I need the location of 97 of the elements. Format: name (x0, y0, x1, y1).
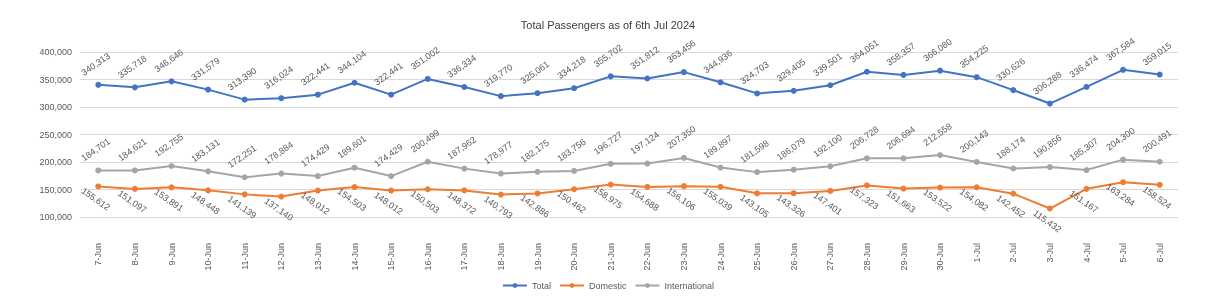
x-tick-label: 2-Jul (1008, 243, 1019, 263)
point (1010, 87, 1017, 94)
x-tick-label: 1-Jul (971, 243, 982, 263)
point (534, 90, 541, 97)
point (497, 170, 504, 177)
x-tick-label: 21-Jun (605, 243, 616, 271)
y-tick-label: 150,000 (39, 184, 72, 195)
point (827, 82, 834, 89)
point (95, 81, 102, 88)
point (534, 168, 541, 175)
x-tick-label: 13-Jun (312, 243, 323, 271)
x-tick-label: 27-Jun (825, 243, 836, 271)
x-tick-label: 9-Jun (166, 243, 177, 266)
point (461, 165, 468, 172)
point (607, 73, 614, 80)
point (131, 84, 138, 91)
point (95, 167, 102, 174)
y-tick-label: 200,000 (39, 157, 72, 167)
x-tick-label: 16-Jun (422, 243, 433, 271)
x-tick-label: 17-Jun (459, 243, 470, 271)
point (863, 68, 870, 75)
point (205, 168, 212, 175)
legend-label: Total (531, 280, 551, 291)
x-tick-label: 14-Jun (349, 243, 360, 271)
point (717, 164, 724, 171)
x-tick-label: 12-Jun (276, 243, 287, 271)
y-tick-label: 400,000 (39, 47, 72, 57)
point (1083, 83, 1090, 90)
point (461, 84, 468, 91)
x-tick-label: 15-Jun (386, 243, 397, 271)
x-tick-label: 20-Jun (569, 243, 580, 271)
point (278, 170, 285, 177)
legend-label: International (664, 280, 715, 291)
point (680, 69, 687, 76)
point (973, 74, 980, 81)
point (388, 173, 395, 180)
point (314, 173, 321, 180)
point (424, 158, 431, 165)
x-tick-label: 18-Jun (495, 243, 506, 271)
point (900, 71, 907, 78)
point (790, 87, 797, 94)
y-tick-label: 100,000 (39, 212, 72, 222)
x-tick-label: 23-Jun (678, 243, 689, 271)
x-tick-label: 6-Jul (1154, 243, 1165, 263)
point (131, 167, 138, 174)
y-tick-label: 250,000 (39, 129, 72, 140)
x-tick-label: 10-Jun (203, 243, 214, 271)
x-tick-label: 11-Jun (239, 243, 250, 270)
point (863, 155, 870, 162)
point (717, 79, 724, 86)
chart-title: Total Passengers as of 6th Jul 2024 (520, 18, 696, 31)
x-tick-label: 4-Jul (1081, 243, 1092, 263)
point (1046, 164, 1053, 171)
x-tick-label: 24-Jun (715, 243, 726, 271)
point (241, 96, 248, 103)
point (497, 93, 504, 100)
point (314, 91, 321, 98)
point (571, 85, 578, 92)
x-tick-label: 19-Jun (532, 243, 543, 271)
point (241, 174, 248, 181)
point (754, 169, 761, 176)
point (388, 91, 395, 98)
point (937, 152, 944, 159)
x-tick-label: 28-Jun (861, 243, 872, 271)
point (607, 160, 614, 167)
point (680, 154, 687, 161)
point (1083, 167, 1090, 174)
y-tick-label: 350,000 (39, 74, 72, 85)
point (278, 95, 285, 102)
x-tick-label: 26-Jun (788, 243, 799, 271)
point (1046, 100, 1053, 107)
point (1120, 66, 1127, 73)
point (571, 167, 578, 174)
point (644, 75, 651, 82)
point (168, 162, 175, 169)
x-tick-label: 30-Jun (935, 243, 946, 271)
point (827, 163, 834, 170)
x-tick-label: 8-Jun (129, 243, 140, 266)
x-tick-label: 7-Jun (93, 243, 104, 266)
x-tick-label: 3-Jul (1044, 243, 1055, 263)
point (790, 166, 797, 173)
point (754, 90, 761, 97)
point (351, 164, 358, 171)
x-tick-label: 25-Jun (752, 243, 763, 271)
y-tick-label: 300,000 (39, 102, 72, 112)
x-tick-label: 5-Jul (1118, 243, 1129, 263)
x-tick-label: 29-Jun (898, 243, 909, 271)
x-tick-label: 22-Jun (642, 243, 653, 271)
point (937, 67, 944, 74)
point (973, 158, 980, 165)
point (205, 86, 212, 93)
legend-label: Domestic (588, 280, 627, 291)
point (351, 79, 358, 86)
point (1120, 156, 1127, 163)
point (1010, 165, 1017, 172)
point (1156, 158, 1163, 165)
point (424, 75, 431, 82)
